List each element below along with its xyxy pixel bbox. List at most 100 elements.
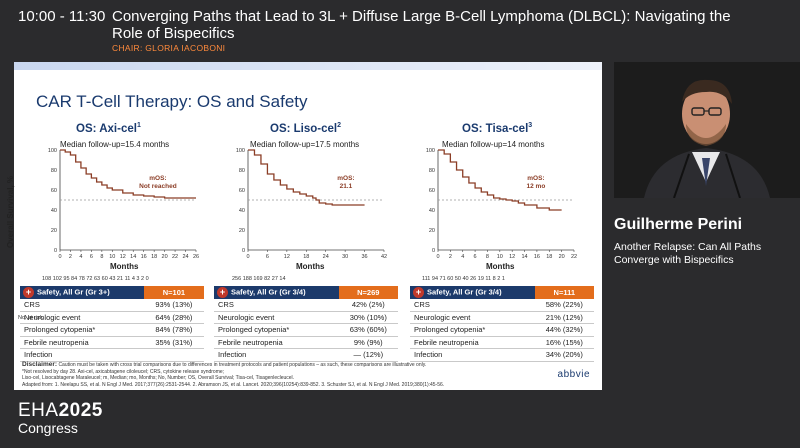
y-tick-label: 20 [239,228,245,234]
x-tick-label: 24 [323,254,329,260]
safety-table-axi-cel: + Safety, All Gr (Gr 3+) N=101 CRS 93% (13… [20,286,204,362]
congress-label: Congress [18,420,78,436]
y-tick-label: 80 [429,168,435,174]
safety-header: + Safety, All Gr (Gr 3+) [20,286,144,299]
x-tick-label: 8 [486,254,489,260]
x-tick-label: 18 [303,254,309,260]
y-tick-label: 100 [236,148,245,154]
speaker-video [614,62,800,198]
x-tick-label: 2 [449,254,452,260]
mos-label: mOS: [149,175,166,182]
abbvie-logo: abbvie [557,369,590,380]
session-title: Converging Paths that Lead to 3L + Diffu… [112,8,731,42]
table-row: Neurologic event 64% (28%) [20,311,204,324]
x-tick-label: 12 [509,254,515,260]
x-tick-label: 0 [436,254,439,260]
table-row: Infection [20,348,204,362]
presentation-slide: CAR T-Cell Therapy: OS and Safety Overal… [6,62,602,390]
session-header: 10:00 - 11:30 Converging Paths that Lead… [0,0,800,60]
panel-1-xlabel: Months [110,262,139,271]
table-row: Infection 34% (20%) [410,348,594,362]
n-badge: N=269 [338,286,398,299]
y-tick-label: 80 [51,168,57,174]
plus-icon: + [217,287,228,298]
x-tick-label: 0 [58,254,61,260]
x-tick-label: 30 [342,254,348,260]
table-row: Febrile neutropenia 35% (31%) [20,336,204,349]
y-tick-label: 60 [429,188,435,194]
eha-logo: EHA2025 [18,400,103,421]
x-tick-label: 42 [381,254,387,260]
table-row: Neurologic event 30% (10%) [214,311,398,324]
table-row: Prolonged cytopenia* 44% (32%) [410,323,594,337]
x-tick-label: 22 [571,254,577,260]
panel-2-followup: Median follow-up=17.5 months [250,140,360,149]
y-tick-label: 40 [429,208,435,214]
plus-icon: + [23,287,34,298]
x-tick-label: 22 [172,254,178,260]
y-tick-label: 40 [239,208,245,214]
y-tick-label: 20 [429,228,435,234]
y-tick-label: 0 [54,248,57,254]
x-tick-label: 16 [141,254,147,260]
table-row: CRS 42% (2%) [214,299,398,312]
table-row: Neurologic event 21% (12%) [410,311,594,324]
table-row: Prolonged cytopenia* 63% (60%) [214,323,398,337]
x-tick-label: 4 [79,254,82,260]
x-tick-label: 18 [546,254,552,260]
survival-curve [248,149,365,206]
table-row: Infection — (12%) [214,348,398,362]
mos-value: 21.1 [340,183,353,190]
table-row: Febrile neutropenia 9% (9%) [214,336,398,349]
x-tick-label: 12 [284,254,290,260]
y-tick-label: 100 [48,148,57,154]
km-chart-tisa-cel: 0 20 40 60 80 100 0 2 4 6 8 10 12 14 16 18 20 22 mOS:12 mo [426,148,577,260]
x-tick-label: 2 [69,254,72,260]
speaker-name: Guilherme Perini [614,216,743,233]
x-tick-label: 6 [90,254,93,260]
panel-3-risk-numbers: 111 94 71 60 50 40 26 19 11 8 2 1 [422,276,505,282]
safety-table-tisa-cel: + Safety, All Gr (Gr 3/4) N=111 CRS 58% (2… [410,286,594,362]
x-tick-label: 14 [130,254,136,260]
panel-1-followup: Median follow-up=15.4 months [60,140,170,149]
panel-3-followup: Median follow-up=14 months [442,140,545,149]
survival-curve [438,149,562,211]
mos-value: 12 mo [527,183,546,190]
x-tick-label: 8 [100,254,103,260]
y-tick-label: 60 [51,188,57,194]
table-row: Prolonged cytopenia* 84% (78%) [20,323,204,337]
x-tick-label: 10 [109,254,115,260]
y-tick-label: 20 [51,228,57,234]
mos-label: mOS: [337,175,354,182]
y-axis-label: Overall Survival, % [6,175,15,248]
x-tick-label: 20 [162,254,168,260]
x-tick-label: 14 [521,254,527,260]
safety-table-liso-cel: + Safety, All Gr (Gr 3/4) N=269 CRS 42% (2… [214,286,398,362]
n-badge: N=111 [534,286,594,299]
y-tick-label: 80 [239,168,245,174]
n-badge: N=101 [143,286,204,299]
table-row: Febrile neutropenia 16% (15%) [410,336,594,349]
x-tick-label: 24 [182,254,188,260]
table-row: CRS 93% (13%) [20,299,204,312]
panel-3-xlabel: Months [486,262,515,271]
safety-header: + Safety, All Gr (Gr 3/4) [410,286,535,299]
x-tick-label: 6 [474,254,477,260]
x-tick-label: 10 [497,254,503,260]
slide-top-band [14,62,602,70]
x-tick-label: 20 [559,254,565,260]
session-chair: CHAIR: GLORIA IACOBONI [112,43,226,53]
x-tick-label: 16 [534,254,540,260]
speaker-portrait-icon [614,62,800,198]
y-tick-label: 0 [432,248,435,254]
panel-1-risk-numbers: 108 102 95 84 78 72 63 60 43 21 11 4 3 2… [42,276,149,282]
km-chart-liso-cel: 0 20 40 60 80 100 0 6 12 18 24 30 36 42 mOS:21.1 [236,148,387,260]
x-tick-label: 12 [120,254,126,260]
plus-icon: + [413,287,424,298]
slide-title: CAR T-Cell Therapy: OS and Safety [36,92,308,111]
y-tick-label: 100 [426,148,435,154]
panel-2-title: OS: Liso-cel2 [270,122,342,135]
x-tick-label: 0 [246,254,249,260]
y-tick-label: 0 [242,248,245,254]
